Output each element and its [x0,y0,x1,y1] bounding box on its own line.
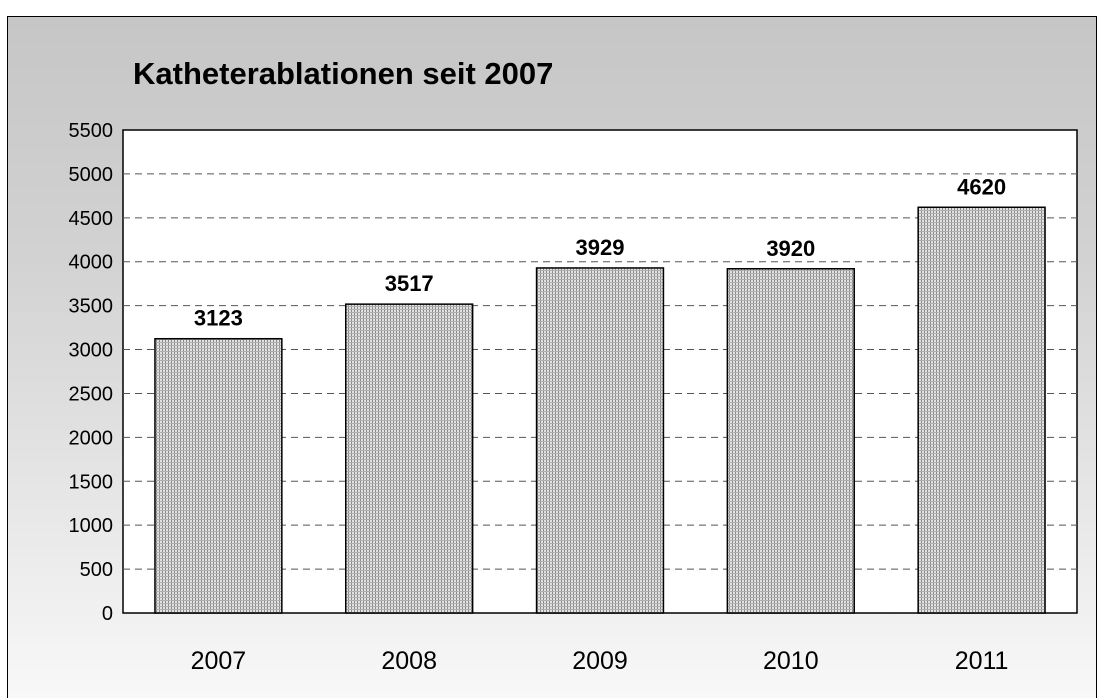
y-tick-label: 4000 [69,252,114,274]
x-tick-label: 2008 [381,647,437,675]
y-tick-label: 5000 [69,164,114,186]
data-label-2008: 3517 [385,271,434,296]
x-tick-label: 2007 [191,647,247,675]
bar-2008 [345,303,474,614]
x-tick-label: 2011 [955,647,1009,675]
y-tick-label: 0 [102,603,113,625]
y-tick-label: 3500 [69,296,114,318]
data-labels: 3123 3517 3929 3920 4620 [194,174,1006,330]
bar-2011 [917,206,1046,614]
data-label-2009: 3929 [576,235,625,260]
x-tick-label: 2010 [763,647,819,675]
y-tick-label: 3000 [69,340,114,362]
bar-2009 [535,267,665,614]
bar-2010 [726,268,855,614]
data-label-2011: 4620 [957,174,1006,199]
data-label-2007: 3123 [194,306,243,331]
y-tick-label: 500 [80,559,113,581]
bar-2007 [154,337,283,614]
y-axis: 0 500 1000 1500 2000 2500 3000 3500 4000 4500 5000… [69,120,114,625]
y-tick-label: 2500 [69,383,114,405]
y-tick-label: 5500 [69,120,114,142]
data-label-2010: 3920 [766,236,815,261]
y-tick-label: 1000 [69,515,114,537]
chart-title: Katheterablationen seit 2007 [133,56,553,91]
bars [154,206,1046,614]
y-tick-label: 4500 [69,208,114,230]
x-axis: 2007 2008 2009 2010 2011 [191,647,1009,675]
y-tick-label: 1500 [69,471,114,493]
y-tick-label: 2000 [69,427,114,449]
x-tick-label: 2009 [572,647,628,675]
